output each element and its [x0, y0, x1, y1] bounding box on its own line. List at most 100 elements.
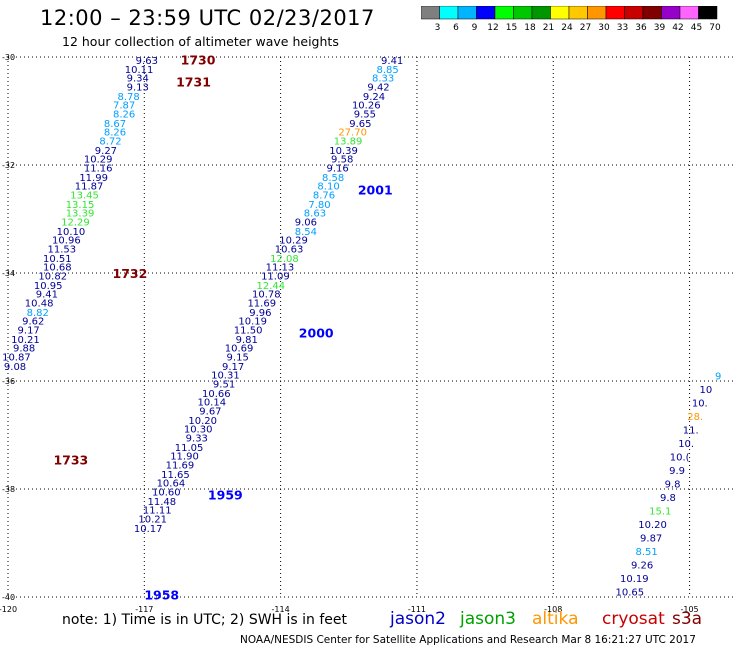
wave-height-value: 10.48	[25, 299, 54, 310]
wave-height-value: 10.21	[138, 515, 167, 526]
wave-height-value: 12.08	[270, 254, 299, 265]
wave-height-value: 11.09	[261, 272, 290, 283]
wave-height-value: 10.51	[43, 254, 72, 265]
wave-height-value: 8.54	[295, 227, 317, 238]
legend-item-jason3: jason3	[460, 609, 516, 629]
wave-height-value: 10.19	[620, 574, 649, 585]
time-label: 1730	[181, 53, 216, 68]
legend-item-jason2: jason2	[390, 609, 446, 629]
wave-height-value: 10.14	[197, 398, 226, 409]
wave-height-value: 10.26	[352, 101, 381, 112]
wave-height-value: 9.41	[381, 56, 403, 67]
y-tick-label: -30	[2, 53, 15, 62]
wave-height-value: 10.11	[125, 65, 154, 76]
wave-height-value: 10.20	[188, 416, 217, 427]
wave-height-value: 12.44	[257, 281, 286, 292]
time-label: 1732	[113, 266, 148, 281]
wave-height-value: 9.06	[295, 218, 317, 229]
wave-height-value: 11.69	[247, 299, 276, 310]
wave-height-value: 9.17	[18, 326, 40, 337]
color-scale-label: 36	[635, 23, 647, 33]
color-scale-label: 27	[580, 23, 591, 33]
wave-height-value: 13.15	[66, 200, 95, 211]
time-label: 1959	[208, 487, 243, 502]
wave-height-value: 9.9	[669, 466, 685, 477]
wave-height-value: 9.13	[127, 83, 149, 94]
chart-subtitle: 12 hour collection of altimeter wave hei…	[62, 34, 339, 49]
wave-height-value: 9.67	[199, 407, 221, 418]
wave-height-value: 8.26	[104, 128, 126, 139]
wave-height-value: 9.88	[13, 344, 35, 355]
wave-height-value: 10.20	[638, 520, 667, 531]
wave-height-value: 11.50	[234, 326, 263, 337]
color-scale-label: 39	[654, 23, 666, 33]
x-tick-label: -105	[680, 605, 698, 614]
wave-height-value: 10.65	[615, 588, 644, 599]
legend-item-altika: altika	[532, 609, 579, 629]
wave-height-value: 13.89	[334, 137, 363, 148]
wave-height-value: 10.29	[84, 155, 113, 166]
wave-height-value: 9.41	[36, 290, 58, 301]
wave-height-value: 11.11	[143, 506, 172, 517]
wave-height-value: 10.19	[238, 317, 267, 328]
wave-height-value: 10.	[692, 399, 708, 410]
wave-height-value: 9.8	[665, 480, 681, 491]
wave-height-value: 10.78	[252, 290, 281, 301]
wave-height-value: 11.16	[84, 164, 113, 175]
wave-height-value: 10.82	[38, 272, 67, 283]
wave-height-value: 8.85	[376, 65, 398, 76]
time-label: 2001	[358, 182, 393, 197]
credit-line: NOAA/NESDIS Center for Satellite Applica…	[240, 634, 696, 646]
legend-item-cryosat: cryosat	[602, 609, 665, 629]
color-scale-label: 21	[543, 23, 554, 33]
wave-height-value: 9.63	[136, 56, 158, 67]
wave-height-value: 10.31	[211, 371, 240, 382]
wave-height-value: 11.48	[147, 497, 176, 508]
wave-height-value: 27.70	[338, 128, 367, 139]
color-scale-label: 42	[672, 23, 683, 33]
wave-height-value: 9.55	[354, 110, 376, 121]
wave-height-value: 11.87	[75, 182, 104, 193]
wave-height-value: 13.45	[70, 191, 99, 202]
y-tick-label: -32	[2, 161, 15, 170]
wave-height-value: 10.63	[275, 245, 304, 256]
color-scale-label: 6	[453, 23, 459, 33]
y-tick-label: -34	[2, 269, 15, 278]
wave-height-value: 13.39	[66, 209, 95, 220]
wave-height-value: 7.80	[308, 200, 330, 211]
color-scale-label: 3	[435, 23, 441, 33]
wave-height-value: 9.33	[186, 434, 208, 445]
wave-height-value: 9.27	[95, 146, 117, 157]
wave-height-value: 28.	[687, 412, 703, 423]
wave-height-value: 9.96	[249, 308, 271, 319]
wave-height-value: 8.10	[317, 182, 339, 193]
wave-height-value: 11.05	[175, 443, 204, 454]
wave-height-value: 9.8	[660, 493, 676, 504]
wave-height-value: 9.16	[327, 164, 349, 175]
wave-height-value: 9.51	[213, 380, 235, 391]
wave-height-value: 9.34	[127, 74, 149, 85]
wave-height-value: 12.29	[61, 218, 90, 229]
wave-height-value: 8.67	[104, 119, 126, 130]
wave-height-value: 8.58	[322, 173, 344, 184]
x-tick-label: -108	[544, 605, 562, 614]
wave-height-value: 10.96	[52, 236, 81, 247]
wave-height-value: 8.26	[113, 110, 135, 121]
wave-height-value: 10.	[678, 439, 694, 450]
wave-height-value: 10.68	[43, 263, 72, 274]
wave-height-value: 11.	[683, 426, 699, 437]
wave-height-value: 10.95	[34, 281, 63, 292]
wave-height-value: 10.17	[134, 524, 163, 535]
wave-height-value: 10.21	[11, 335, 40, 346]
wave-height-value: 11.90	[170, 452, 199, 463]
wave-height-value: 9.26	[631, 561, 653, 572]
footnote: note: 1) Time is in UTC; 2) SWH is in fe…	[62, 612, 348, 628]
wave-height-value: 8.33	[372, 74, 394, 85]
wave-height-value: 10.66	[202, 389, 231, 400]
color-swatch	[698, 6, 718, 20]
y-tick-label: -40	[2, 593, 15, 602]
color-scale-label: 15	[506, 23, 517, 33]
